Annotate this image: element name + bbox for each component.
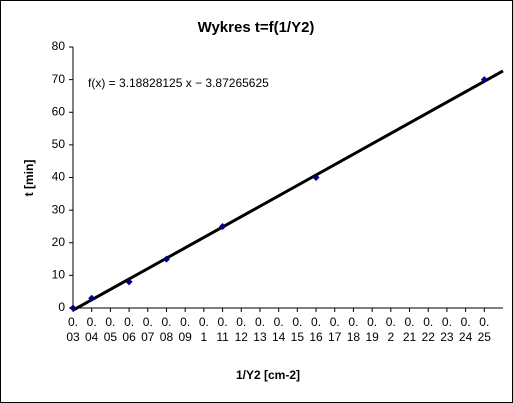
y-tick-label: 80 <box>52 39 66 53</box>
x-tick-label: 0. 1 <box>198 315 209 344</box>
x-tick-label: 0. 23 <box>440 315 454 344</box>
trendline <box>72 69 504 312</box>
x-tick-label: 0. 16 <box>309 315 323 344</box>
trendline-equation: f(x) = 3.18828125 x − 3.87265625 <box>88 76 269 90</box>
chart-title: Wykres t=f(1/Y2) <box>198 19 315 36</box>
x-tick-label: 0. 24 <box>458 315 473 344</box>
x-tick-label: 0. 21 <box>402 315 417 344</box>
x-tick-label: 0. 07 <box>141 315 155 344</box>
y-tick-label: 50 <box>52 137 66 151</box>
x-tick-label: 0. 13 <box>253 315 267 344</box>
y-tick-label: 10 <box>52 268 66 282</box>
x-tick-label: 0. 18 <box>346 315 361 344</box>
x-tick-label: 0. 08 <box>159 315 174 344</box>
x-tick-label: 0. 04 <box>85 315 99 344</box>
data-point <box>69 304 77 312</box>
y-tick-label: 40 <box>52 170 66 184</box>
y-tick-label: 0 <box>58 300 65 314</box>
x-tick-label: 0. 11 <box>216 315 229 344</box>
data-point <box>88 294 96 302</box>
x-tick-label: 0. 19 <box>365 315 379 344</box>
x-tick-label: 0. 03 <box>66 315 80 344</box>
data-point <box>480 76 488 84</box>
y-axis-title: t [min] <box>22 160 36 197</box>
y-tick-label: 20 <box>52 235 66 249</box>
data-point <box>219 222 227 230</box>
x-tick-label: 0. 06 <box>122 315 136 344</box>
x-axis-title: 1/Y2 [cm-2] <box>236 368 300 382</box>
data-point <box>312 174 320 181</box>
x-tick-label: 0. 25 <box>477 315 491 344</box>
data-point <box>125 278 133 286</box>
x-tick-label: 0. 05 <box>103 315 118 344</box>
y-tick-label: 60 <box>52 104 66 118</box>
x-tick-label: 0. 17 <box>328 315 342 344</box>
x-tick-label: 0. 14 <box>271 315 286 344</box>
y-tick-label: 30 <box>52 202 66 216</box>
x-tick-label: 0. 2 <box>385 315 396 344</box>
x-tick-label: 0. 22 <box>421 315 435 344</box>
data-point <box>162 255 170 263</box>
y-tick-label: 70 <box>52 72 66 86</box>
x-tick-label: 0. 12 <box>234 315 248 344</box>
x-tick-label: 0. 09 <box>178 315 192 344</box>
x-tick-label: 0. 15 <box>290 315 305 344</box>
